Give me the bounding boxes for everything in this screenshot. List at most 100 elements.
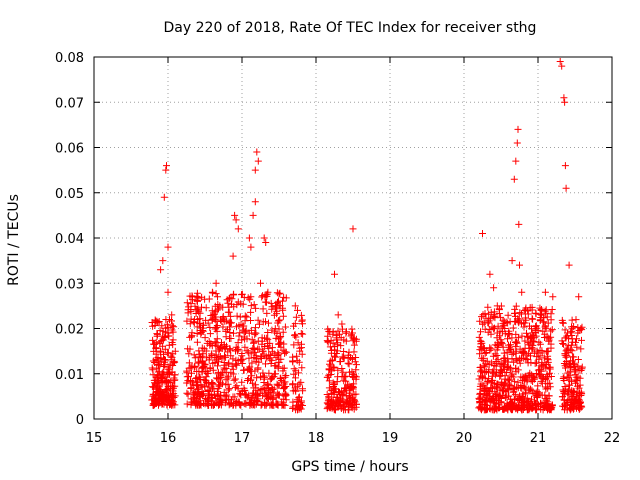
data-point — [202, 377, 210, 385]
data-point — [331, 385, 339, 393]
data-point — [548, 306, 556, 313]
data-point — [229, 252, 237, 260]
data-point — [148, 396, 156, 404]
data-point — [196, 373, 204, 381]
data-point — [513, 404, 521, 411]
data-point — [562, 334, 570, 342]
data-point — [153, 364, 161, 372]
data-point — [535, 355, 543, 363]
data-point — [559, 340, 567, 347]
data-point — [498, 340, 506, 348]
data-point — [535, 389, 543, 397]
data-point — [186, 345, 194, 353]
data-point — [480, 319, 488, 327]
data-point — [289, 398, 297, 406]
data-point — [521, 383, 529, 391]
data-point — [268, 305, 276, 313]
data-point — [243, 393, 251, 401]
data-point — [578, 336, 585, 344]
data-point — [166, 360, 174, 368]
data-point — [252, 384, 260, 392]
data-point — [237, 300, 245, 308]
data-point — [560, 403, 568, 411]
data-point — [481, 349, 489, 357]
data-point — [476, 399, 484, 407]
data-point — [183, 389, 191, 397]
data-point — [253, 148, 261, 156]
data-point — [249, 211, 257, 219]
data-point — [273, 380, 281, 388]
data-point — [253, 355, 261, 363]
data-point — [562, 358, 570, 365]
data-point — [298, 364, 306, 372]
data-point — [289, 405, 297, 412]
y-tick-label: 0.08 — [55, 51, 84, 66]
data-point — [201, 382, 209, 390]
data-point — [537, 399, 544, 407]
data-point — [196, 320, 204, 327]
data-point — [533, 347, 541, 355]
data-point — [206, 341, 214, 349]
data-point — [183, 317, 191, 325]
x-tick-label: 19 — [382, 431, 399, 446]
data-point — [195, 347, 203, 355]
data-point — [254, 397, 262, 405]
data-point — [545, 392, 553, 400]
data-point — [325, 384, 333, 392]
data-point — [352, 390, 360, 398]
data-point — [475, 375, 483, 383]
data-point — [349, 225, 357, 233]
data-point — [514, 125, 522, 133]
data-point — [206, 324, 214, 331]
data-point — [504, 335, 511, 343]
data-point — [577, 388, 585, 396]
data-point — [234, 357, 242, 365]
data-point — [544, 380, 552, 388]
data-point — [264, 335, 272, 343]
data-point — [168, 326, 176, 334]
data-point — [184, 309, 192, 317]
data-point — [198, 344, 206, 352]
data-point — [168, 368, 176, 376]
data-point — [260, 399, 268, 407]
data-point — [506, 318, 514, 326]
data-point — [160, 334, 168, 342]
data-point — [521, 337, 529, 345]
data-point — [558, 62, 566, 70]
data-point — [568, 325, 576, 333]
data-point — [342, 329, 350, 337]
data-point — [575, 384, 583, 392]
data-point — [531, 397, 538, 405]
data-point — [198, 303, 205, 311]
data-point — [345, 360, 353, 368]
data-point — [228, 400, 236, 407]
data-point — [542, 395, 550, 403]
data-point — [297, 405, 305, 413]
data-point — [493, 302, 501, 310]
data-point — [570, 353, 578, 361]
data-point — [505, 392, 513, 400]
data-point — [493, 342, 501, 350]
data-point — [577, 325, 585, 333]
data-point — [513, 383, 521, 391]
data-point — [246, 363, 254, 371]
data-point — [567, 364, 575, 372]
data-point — [236, 329, 244, 337]
data-point — [475, 394, 483, 402]
data-point — [536, 304, 544, 312]
data-point — [511, 309, 519, 317]
data-point — [296, 347, 304, 355]
data-point — [280, 293, 288, 301]
y-tick-label: 0.02 — [55, 323, 84, 338]
data-point — [509, 403, 517, 411]
data-point — [253, 374, 261, 382]
data-point — [222, 381, 230, 389]
data-point — [212, 341, 220, 349]
data-point — [334, 373, 342, 381]
data-point — [293, 352, 301, 360]
data-point — [490, 284, 498, 292]
data-point — [560, 388, 568, 395]
data-point — [153, 379, 161, 387]
data-point — [295, 393, 303, 401]
data-point — [324, 325, 332, 333]
